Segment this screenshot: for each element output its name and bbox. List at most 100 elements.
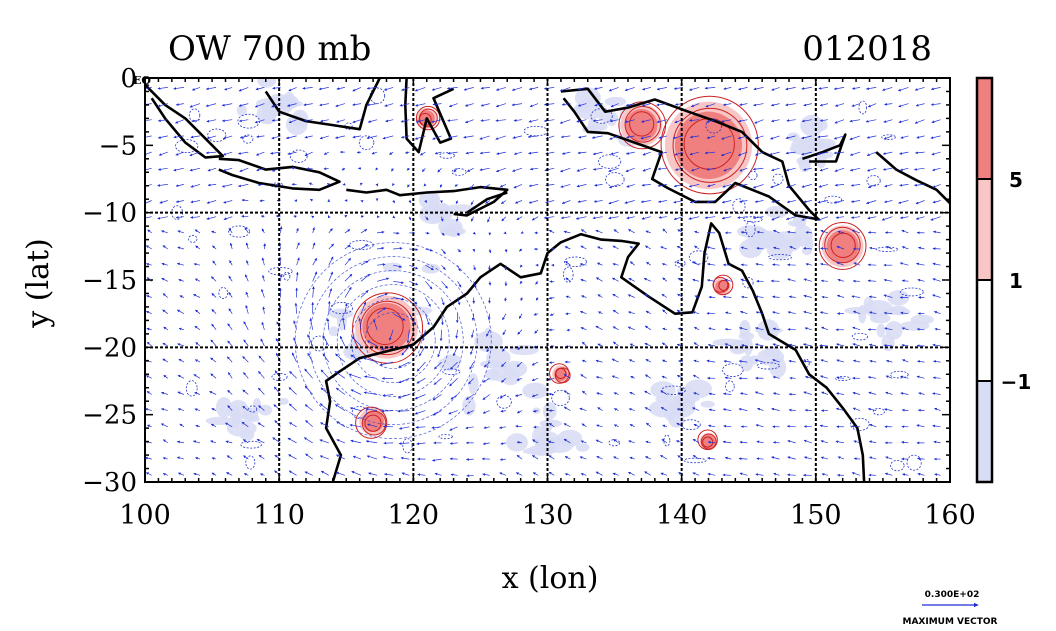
- wind-vector: [627, 294, 635, 298]
- wind-vector: [407, 184, 410, 188]
- wind-vector: [364, 375, 378, 379]
- chart-title-left: OW 700 mb: [168, 29, 371, 69]
- wind-vector: [258, 371, 265, 379]
- wind-vector: [677, 229, 684, 234]
- wind-vector: [415, 103, 426, 107]
- negative-shading: [887, 290, 910, 306]
- wind-vector: [334, 370, 346, 379]
- wind-vector: [211, 276, 217, 282]
- wind-vector: [223, 200, 233, 204]
- wind-vector: [401, 87, 410, 91]
- negative-contour: [175, 139, 199, 154]
- wind-vector: [657, 167, 667, 171]
- wind-vector: [257, 183, 265, 187]
- wind-vector: [145, 167, 152, 172]
- wind-vector: [532, 439, 539, 444]
- wind-vector: [520, 231, 524, 234]
- wind-vector: [495, 87, 506, 91]
- wind-vector: [516, 377, 523, 381]
- wind-vector: [241, 198, 249, 202]
- wind-vector: [609, 135, 619, 140]
- negative-contour: [722, 363, 744, 377]
- wind-vector: [646, 261, 652, 266]
- negative-contour: [268, 267, 293, 276]
- wind-vector: [327, 183, 331, 186]
- positive-contour: [672, 107, 748, 183]
- wind-vector: [595, 325, 603, 331]
- wind-vector: [245, 242, 249, 250]
- wind-vector: [692, 472, 700, 476]
- wind-vector: [439, 184, 443, 188]
- wind-vector: [238, 119, 249, 123]
- wind-vector: [576, 167, 587, 172]
- vector-key: 0.300E+02 MAXIMUM VECTOR: [902, 590, 997, 627]
- wind-vector: [486, 345, 491, 353]
- wind-vector: [439, 329, 443, 342]
- wind-vector: [455, 329, 459, 339]
- wind-vector: [661, 293, 668, 298]
- wind-vector: [514, 394, 523, 397]
- wind-vector: [416, 377, 426, 384]
- wind-vector: [258, 405, 265, 411]
- wind-vector: [548, 471, 555, 476]
- wind-vector: [707, 343, 716, 347]
- wind-vector: [279, 274, 283, 282]
- wind-vector: [312, 227, 315, 233]
- wind-vector: [237, 151, 249, 155]
- negative-contour: [748, 170, 758, 181]
- wind-vector: [206, 135, 217, 140]
- wind-vector: [613, 341, 619, 347]
- y-axis-label: y (lat): [21, 238, 56, 328]
- wind-vector: [479, 167, 490, 172]
- coastline: [875, 151, 950, 205]
- wind-vector: [344, 303, 348, 314]
- wind-vector: [366, 135, 378, 140]
- wind-vector: [694, 245, 700, 250]
- wind-vector: [545, 200, 555, 204]
- wind-vector: [485, 200, 490, 204]
- wind-vector: [161, 391, 168, 395]
- negative-contour: [439, 152, 455, 159]
- negative-shading: [528, 444, 556, 456]
- negative-shading: [678, 386, 697, 407]
- wind-vector: [676, 422, 684, 428]
- negative-shading: [462, 396, 476, 416]
- wind-vector: [527, 135, 539, 139]
- wind-vector: [295, 271, 299, 282]
- wind-vector: [725, 311, 732, 315]
- wind-vector: [358, 317, 362, 330]
- wind-vector: [227, 356, 233, 363]
- wind-vector: [304, 471, 313, 476]
- wind-vector: [348, 373, 362, 379]
- wind-vector: [694, 230, 700, 234]
- positive-contour: [712, 274, 734, 296]
- wind-vector: [563, 374, 571, 379]
- wind-vector: [516, 454, 523, 460]
- wind-vector: [228, 275, 233, 282]
- wind-vector: [238, 184, 249, 188]
- wind-vector: [274, 370, 281, 379]
- wind-vector: [322, 335, 330, 347]
- wind-vector: [194, 278, 201, 282]
- wind-vector: [472, 231, 476, 235]
- wind-vector: [335, 404, 346, 411]
- negative-contour: [683, 457, 707, 464]
- wind-vector: [432, 410, 442, 416]
- wind-vector: [308, 182, 313, 186]
- wind-vector: [688, 87, 700, 91]
- wind-vector: [441, 248, 446, 255]
- negative-contour: [438, 434, 453, 440]
- wind-vector: [304, 404, 313, 411]
- wind-vector: [398, 426, 410, 430]
- wind-vector: [205, 87, 217, 91]
- wind-vector: [504, 248, 508, 253]
- wind-vector: [225, 422, 233, 428]
- y-tick-label: −10: [82, 199, 137, 229]
- wind-vector: [625, 103, 635, 107]
- wind-vector: [450, 394, 458, 400]
- wind-vector: [706, 359, 716, 363]
- wind-vector: [293, 337, 297, 347]
- wind-vector: [431, 426, 442, 430]
- wind-vector: [513, 184, 523, 189]
- wind-vector: [322, 353, 330, 363]
